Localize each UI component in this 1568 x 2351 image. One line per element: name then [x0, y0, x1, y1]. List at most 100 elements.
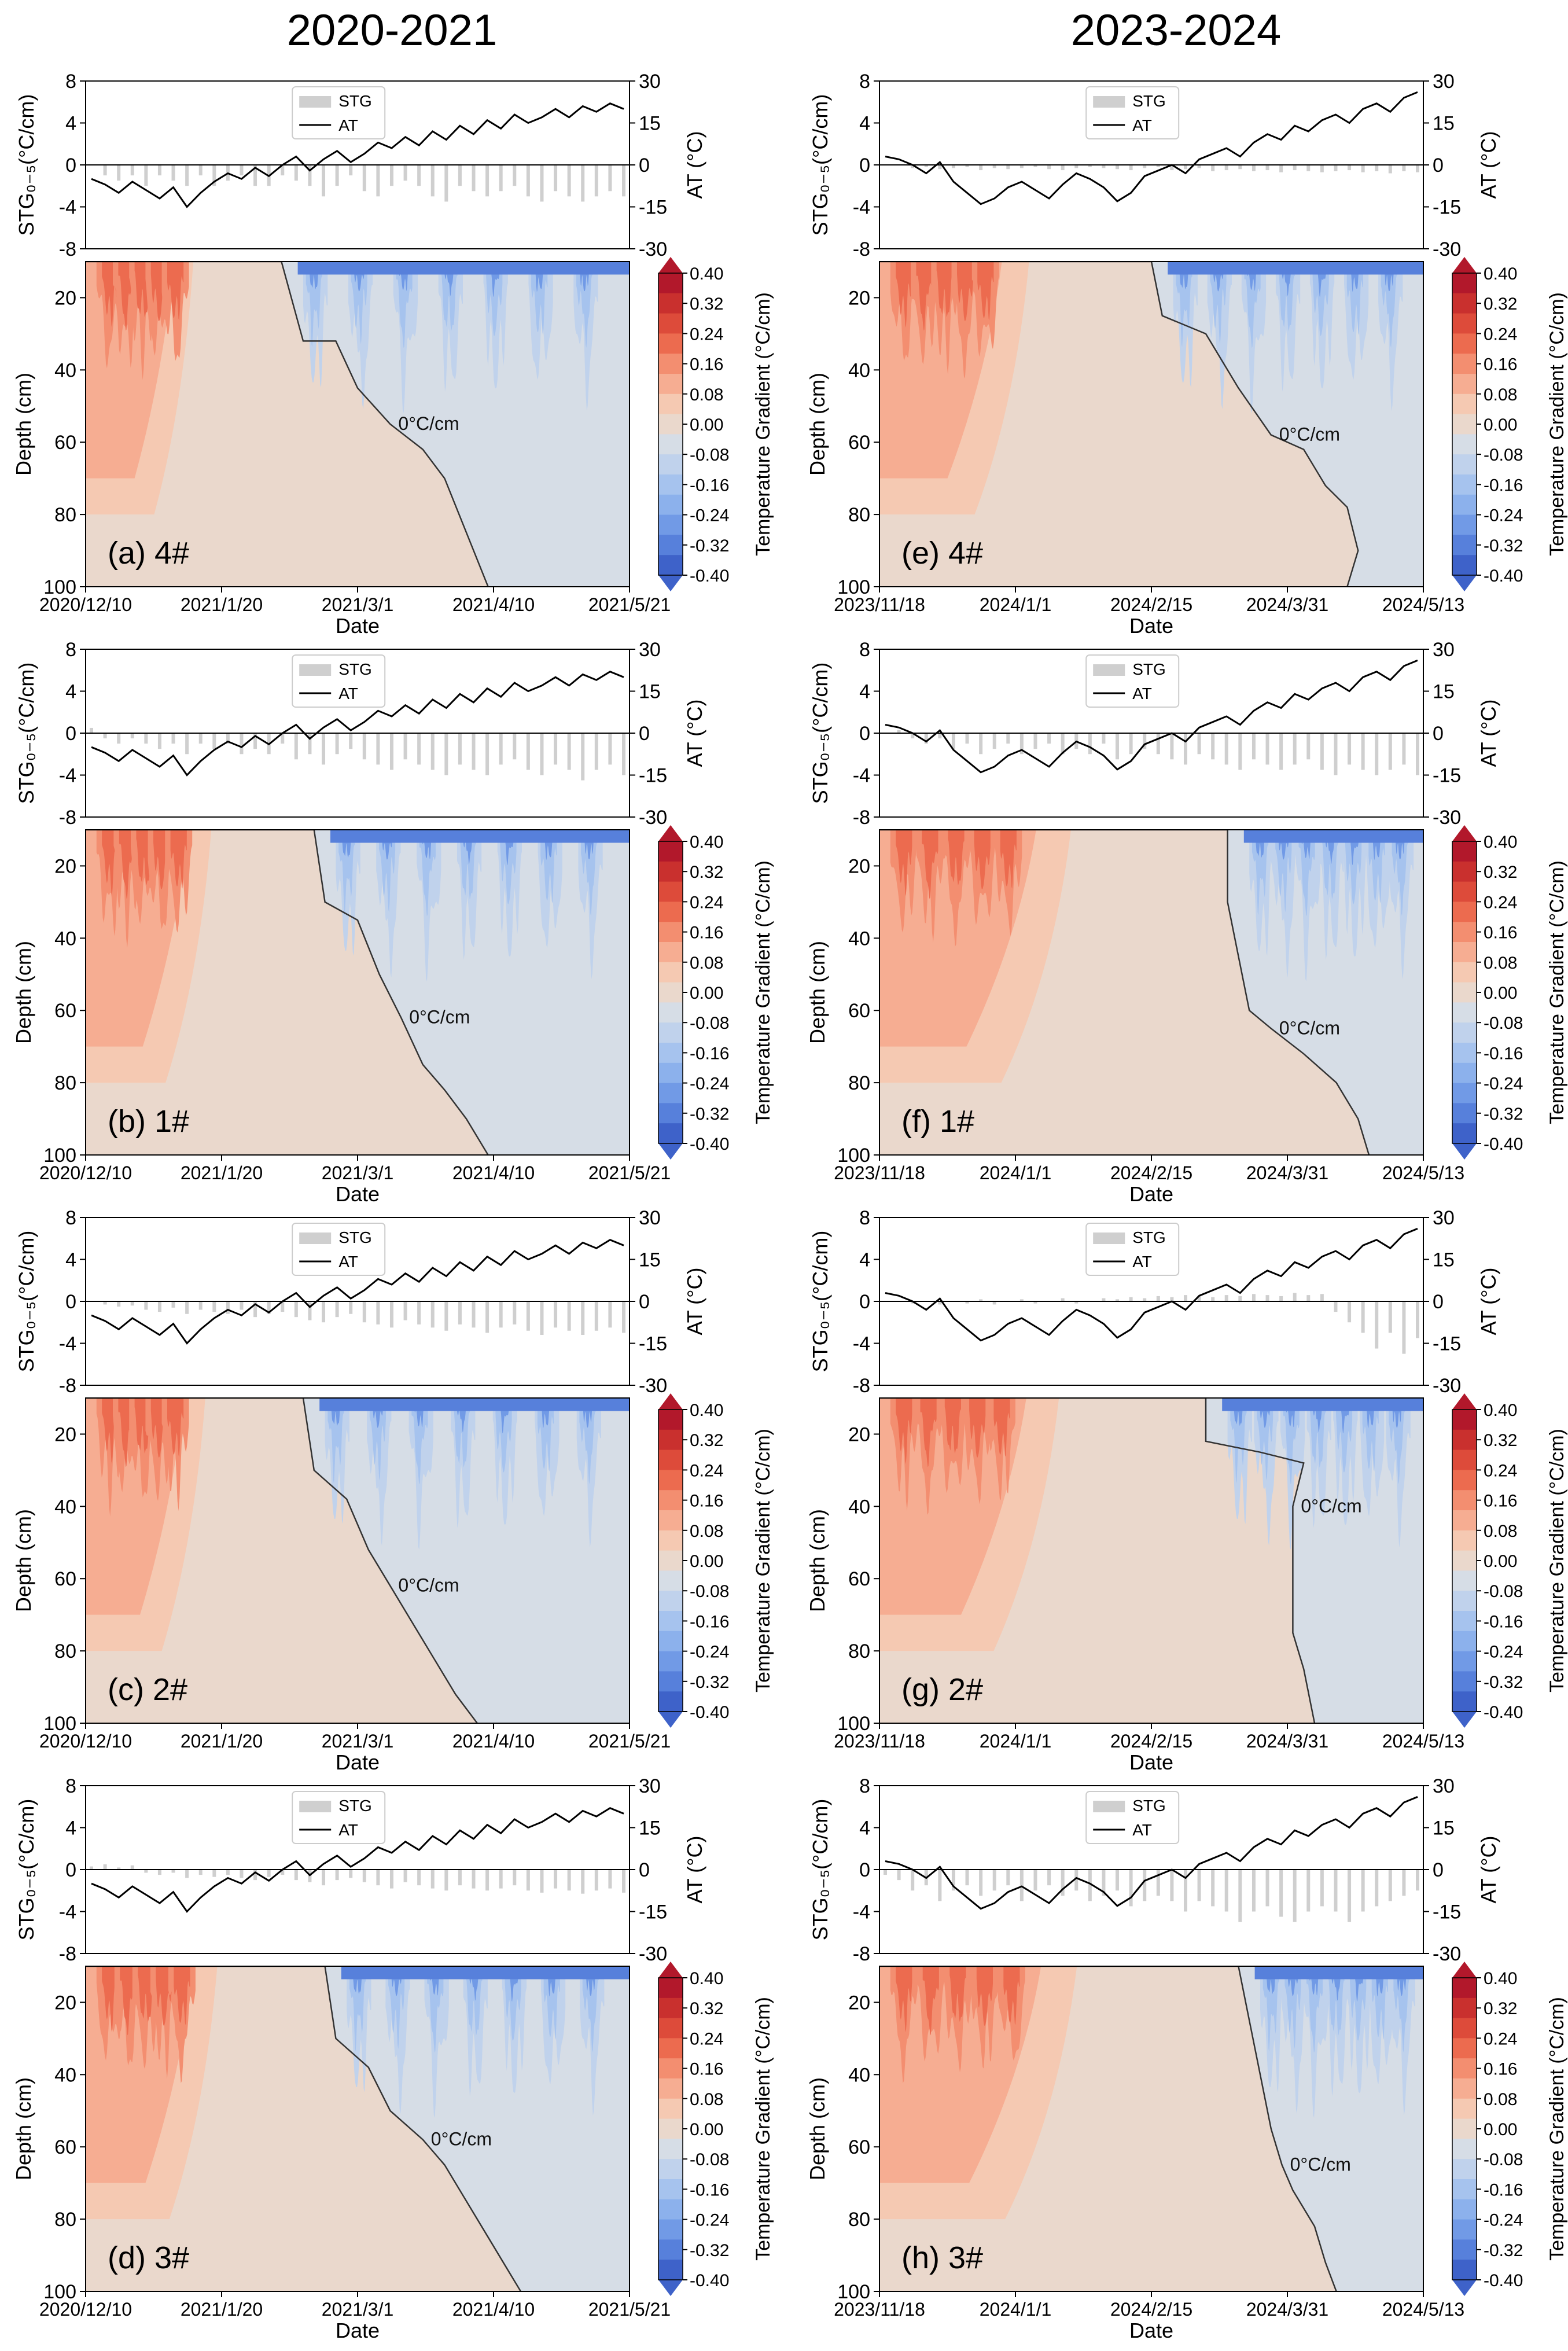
- stg-bar: [1224, 1295, 1228, 1301]
- zero-contour-e: [879, 262, 1359, 587]
- stg-bar: [992, 733, 996, 749]
- contour-field-g: [879, 1398, 1423, 1723]
- stg-bar: [979, 1299, 983, 1301]
- y2-tick-label: 0: [1433, 154, 1444, 176]
- colorbar-level: [658, 1449, 683, 1470]
- depth-tick-label: 60: [848, 1568, 870, 1590]
- colorbar-level: [1452, 333, 1477, 354]
- colorbar-tick-label: -0.08: [690, 1582, 729, 1601]
- stg-bar: [1129, 1297, 1133, 1301]
- stg-bar: [951, 733, 955, 749]
- gradient-band: [1328, 1966, 1345, 2036]
- gradient-band: [336, 830, 360, 956]
- gradient-band: [330, 830, 630, 843]
- y2-tick-label: 30: [1433, 71, 1455, 93]
- zero-contour-label: 0°C/cm: [1301, 1495, 1361, 1516]
- stg-bar: [1088, 1870, 1092, 1901]
- stg-bar: [335, 1870, 339, 1881]
- colorbar-tick-label: 0.16: [690, 2060, 723, 2079]
- y-tick-label: 8: [859, 71, 870, 93]
- stg-bar: [403, 1870, 407, 1882]
- gradient-band: [969, 1398, 986, 1458]
- stg-bar: [938, 165, 942, 170]
- colorbar-tick-label: 0.24: [690, 893, 723, 912]
- colorbar-bottom-arrow: [658, 1143, 683, 1160]
- colorbar-level: [658, 374, 683, 395]
- stg-bar: [1306, 733, 1311, 760]
- stg-bar: [1116, 733, 1120, 760]
- stg-bar: [1061, 733, 1065, 755]
- gradient-band: [102, 1966, 119, 2033]
- stg-bar: [171, 165, 175, 181]
- stg-bar: [376, 733, 380, 765]
- gradient-band: [939, 1398, 967, 1493]
- stg-bar: [924, 165, 928, 167]
- stg-bar: [1074, 1870, 1079, 1891]
- line-y-label: STG₀₋₅(°C/cm): [808, 663, 832, 804]
- date-tick-label: 2023/11/18: [834, 2299, 925, 2320]
- stg-bar: [1279, 733, 1283, 770]
- date-axis-label: Date: [1129, 1182, 1173, 1206]
- stg-bar: [90, 1866, 93, 1870]
- stg-bar: [513, 1301, 517, 1324]
- stg-bar: [1252, 733, 1256, 760]
- stg-bar: [240, 165, 244, 176]
- gradient-band: [167, 1398, 184, 1457]
- depth-tick-label: 20: [54, 855, 76, 877]
- colorbar-tick-label: 0.08: [1484, 385, 1517, 404]
- stg-bar: [951, 1870, 955, 1891]
- stg-bar: [1293, 1293, 1297, 1301]
- stg-bar: [1265, 1295, 1269, 1301]
- legend-stg-swatch: [299, 96, 332, 108]
- stg-bar: [608, 1870, 612, 1889]
- y-tick-label: 8: [65, 639, 76, 661]
- stg-bar: [622, 1301, 625, 1333]
- stg-bar: [938, 1870, 942, 1901]
- stg-bar: [1211, 1297, 1215, 1301]
- stg-bar: [458, 165, 462, 186]
- gradient-band: [1368, 830, 1385, 903]
- colorbar-tick-label: 0.08: [690, 1522, 723, 1541]
- colorbar-tick-label: -0.40: [690, 1703, 729, 1722]
- stg-bar: [1143, 733, 1147, 749]
- stg-bar: [513, 165, 517, 186]
- gradient-band: [1392, 830, 1408, 916]
- stg-bar: [1019, 733, 1024, 755]
- colorbar-level: [1452, 1490, 1477, 1511]
- date-tick-label: 2023/11/18: [834, 1162, 925, 1183]
- contour-field-h: [879, 1966, 1423, 2291]
- colorbar-tick-label: 0.08: [1484, 954, 1517, 973]
- depth-tick-label: 100: [837, 2281, 870, 2303]
- gradient-band: [922, 830, 938, 899]
- stg-bar: [130, 733, 134, 739]
- stg-bar: [1006, 1870, 1010, 1886]
- colorbar-label: Temperature Gradient (°C/cm): [752, 860, 774, 1124]
- colorbar-level: [1452, 1550, 1477, 1571]
- colorbar-bottom-arrow: [1452, 2280, 1477, 2296]
- depth-tick-label: 40: [848, 359, 870, 381]
- zero-contour-label: 0°C/cm: [1290, 2154, 1351, 2175]
- colorbar-level: [658, 2179, 683, 2200]
- date-tick-label: 2021/4/10: [452, 2299, 535, 2320]
- stg-bar: [499, 165, 503, 192]
- stg-bar: [1388, 1301, 1392, 1333]
- legend-stg-label: STG: [1132, 660, 1166, 678]
- gradient-band: [138, 1966, 154, 2022]
- stg-bar: [349, 733, 353, 749]
- stg-bar: [1402, 733, 1406, 765]
- gradient-band: [1298, 830, 1315, 917]
- colorbar-level: [1452, 2038, 1477, 2059]
- colorbar-tick-label: -0.24: [690, 1075, 729, 1094]
- colorbar-tick-label: -0.16: [690, 1044, 729, 1063]
- stg-bar: [540, 1301, 544, 1335]
- stg-bar: [130, 165, 134, 176]
- gradient-band: [1371, 1966, 1388, 2040]
- stg-bar: [103, 165, 107, 176]
- stg-bar: [1265, 165, 1269, 171]
- stg-bar: [1416, 1870, 1419, 1891]
- gradient-band: [1176, 262, 1192, 347]
- depth-tick-label: 40: [54, 359, 76, 381]
- stg-bar: [294, 733, 298, 760]
- stg-bar: [444, 165, 448, 202]
- stg-bar: [965, 1301, 969, 1304]
